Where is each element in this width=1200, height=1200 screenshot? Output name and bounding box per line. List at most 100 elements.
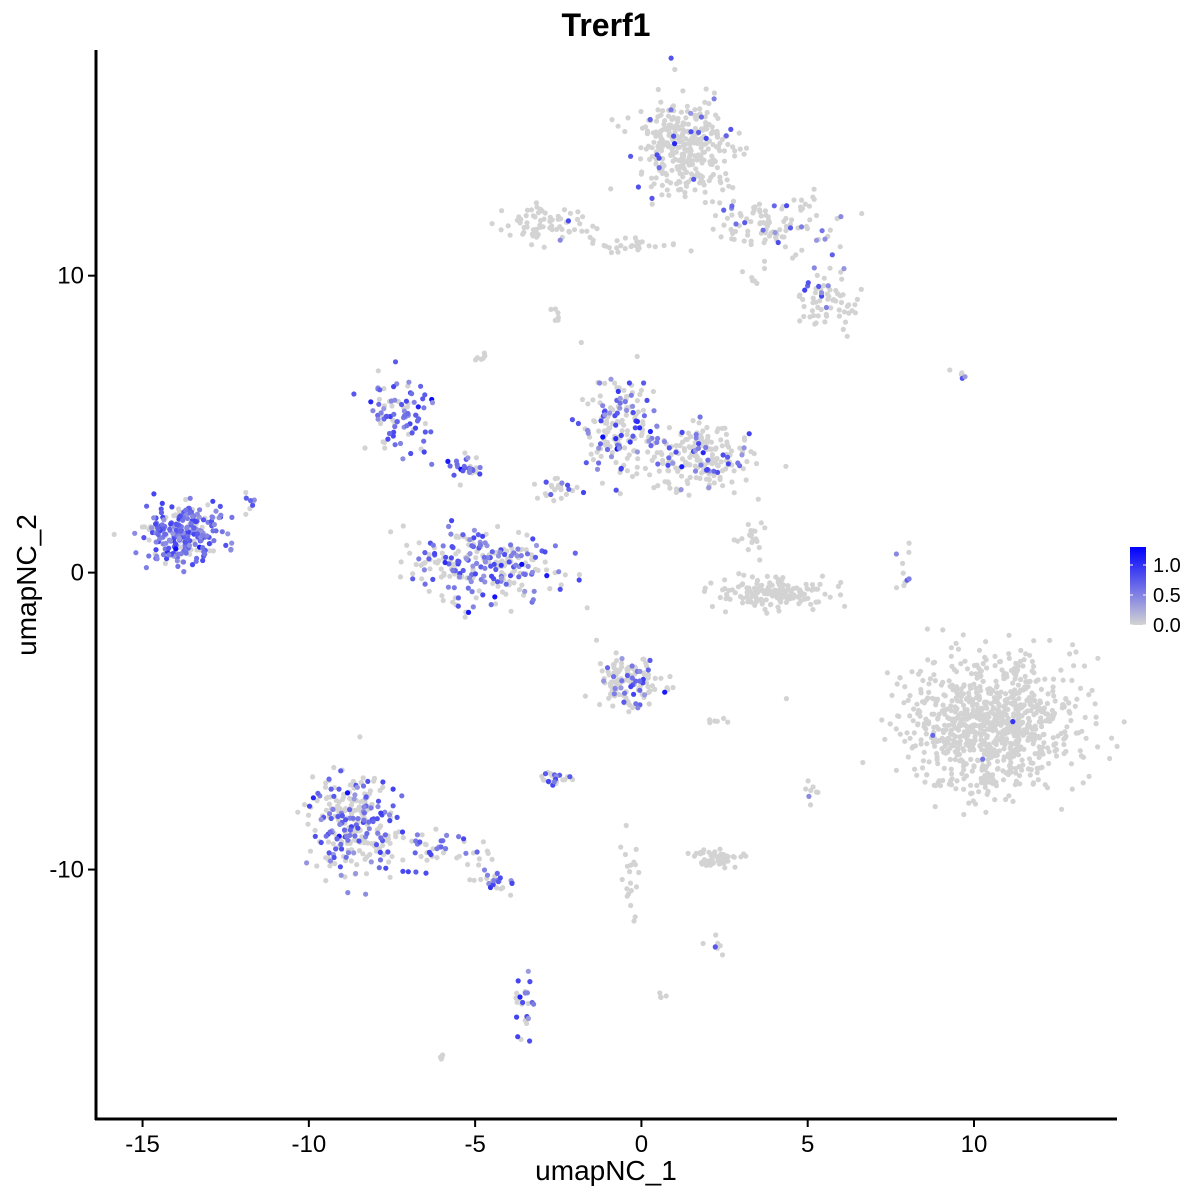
- cell-point: [341, 827, 348, 833]
- cell-point: [438, 566, 444, 572]
- cell-point: [590, 397, 596, 403]
- cell-point: [1011, 702, 1017, 708]
- cell-point: [645, 130, 651, 136]
- cell-point: [494, 870, 500, 877]
- cell-point: [600, 403, 606, 409]
- cell-point: [1040, 751, 1046, 757]
- cell-point: [720, 187, 726, 193]
- cell-point: [354, 784, 360, 790]
- cell-point: [1029, 690, 1035, 696]
- cell-point: [618, 660, 625, 666]
- cell-point: [668, 122, 674, 128]
- cell-point: [477, 542, 483, 548]
- cell-point: [723, 133, 729, 139]
- cell-point: [613, 422, 619, 428]
- cell-point: [361, 810, 367, 816]
- cell-point: [588, 442, 595, 448]
- cell-point: [748, 219, 754, 225]
- cell-point: [180, 559, 187, 565]
- cell-point: [686, 462, 692, 468]
- cell-point: [337, 821, 343, 828]
- cell-point: [813, 599, 819, 605]
- cell-point: [1082, 714, 1088, 721]
- cell-point: [384, 837, 390, 844]
- cell-point: [1063, 696, 1069, 702]
- cell-point: [515, 978, 521, 984]
- cell-point: [330, 841, 336, 847]
- cell-point: [413, 561, 419, 568]
- cell-point: [420, 396, 426, 402]
- cell-point: [333, 846, 339, 852]
- cell-point: [190, 513, 196, 520]
- cell-point: [187, 495, 193, 501]
- cell-point: [971, 764, 977, 770]
- cell-point: [836, 307, 842, 313]
- cell-point: [844, 303, 851, 309]
- cell-point: [724, 177, 730, 183]
- cell-point: [1021, 746, 1027, 752]
- cell-point: [1012, 731, 1018, 737]
- cell-point: [687, 454, 693, 460]
- cell-point: [380, 779, 386, 785]
- cell-point: [660, 108, 666, 114]
- cell-point: [597, 701, 603, 708]
- cell-point: [697, 180, 703, 186]
- cell-point: [628, 902, 634, 909]
- cell-point: [954, 778, 960, 784]
- cell-point: [722, 865, 728, 871]
- cell-point: [446, 523, 452, 530]
- cell-point: [627, 880, 634, 886]
- cell-point: [495, 523, 501, 530]
- cell-point: [622, 690, 628, 696]
- x-tick-label: 10: [961, 1131, 988, 1158]
- cell-point: [302, 802, 308, 808]
- cell-point: [974, 662, 980, 668]
- cell-point: [953, 786, 959, 792]
- cell-point: [593, 637, 600, 643]
- cell-point: [690, 418, 696, 424]
- cell-point: [610, 703, 616, 709]
- cell-point: [450, 567, 456, 573]
- cell-point: [1017, 729, 1023, 736]
- cell-point: [387, 840, 393, 847]
- cell-point: [905, 697, 911, 704]
- cell-point: [363, 891, 369, 897]
- cell-point: [698, 145, 704, 151]
- cell-point: [1037, 735, 1043, 741]
- cell-point: [552, 306, 559, 312]
- cell-point: [146, 537, 152, 543]
- cell-point: [722, 577, 728, 583]
- cell-point: [418, 383, 424, 389]
- cell-point: [800, 296, 806, 303]
- cell-point: [726, 587, 732, 594]
- cell-point: [703, 123, 709, 129]
- cell-point: [582, 693, 589, 699]
- cell-point: [706, 476, 712, 482]
- cell-point: [740, 466, 746, 472]
- cell-point: [404, 423, 410, 429]
- cell-point: [204, 533, 210, 539]
- cell-point: [675, 144, 681, 151]
- cell-point: [576, 577, 582, 583]
- cell-point: [942, 722, 948, 728]
- cell-point: [1079, 728, 1085, 734]
- cell-point: [916, 671, 922, 677]
- cell-point: [682, 146, 688, 152]
- cell-point: [507, 573, 514, 579]
- cell-point: [828, 305, 834, 311]
- cell-point: [658, 99, 664, 105]
- cell-point: [625, 115, 631, 121]
- cell-point: [380, 842, 386, 849]
- cell-point: [948, 727, 955, 733]
- cell-point: [415, 404, 421, 410]
- cell-point: [922, 779, 928, 785]
- cell-point: [972, 729, 978, 735]
- cell-point: [211, 538, 217, 544]
- cell-point: [975, 709, 981, 716]
- cell-point: [489, 856, 495, 863]
- cell-point: [998, 689, 1004, 695]
- cell-point: [455, 548, 462, 554]
- cell-point: [551, 779, 557, 785]
- cell-point: [469, 589, 475, 595]
- cell-point: [619, 678, 625, 684]
